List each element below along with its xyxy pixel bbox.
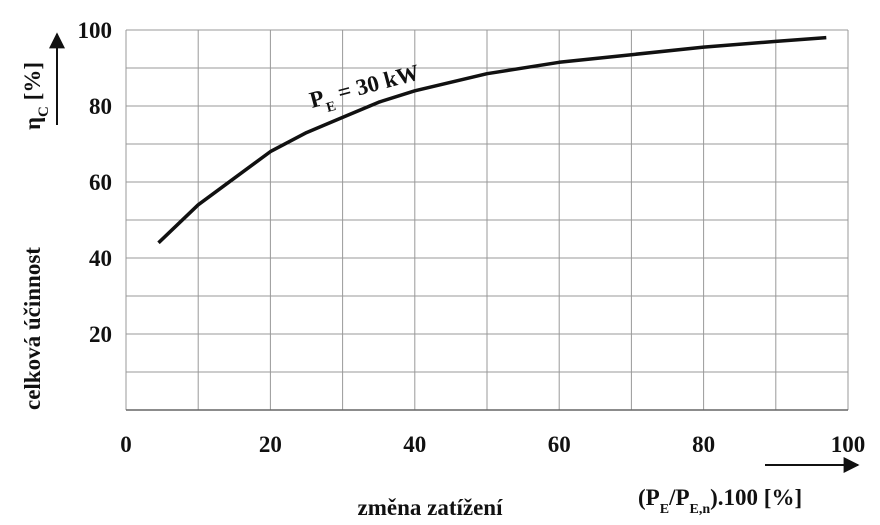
text-part: = 30 kW	[329, 60, 422, 107]
y-axis-label: celková účinnost	[20, 247, 45, 410]
text-part: ).100 [%]	[710, 485, 802, 510]
subscript: E,n	[690, 502, 711, 517]
x-tick-label: 100	[831, 432, 866, 457]
x-axis-label: změna zatížení	[358, 495, 504, 520]
x-tick-label: 40	[403, 432, 426, 457]
text-part: η	[20, 117, 45, 130]
text-part: (P	[638, 485, 660, 510]
text-part: P	[307, 85, 327, 113]
x-tick-label: 80	[692, 432, 715, 457]
y-tick-label: 60	[89, 170, 112, 195]
x-tick-label: 60	[548, 432, 571, 457]
text-part: [%]	[20, 62, 45, 106]
x-tick-label: 0	[120, 432, 132, 457]
y-tick-label: 40	[89, 246, 112, 271]
x-axis-unit: (PE/PE,n).100 [%]	[638, 485, 802, 517]
y-tick-label: 80	[89, 94, 112, 119]
x-tick-label: 20	[259, 432, 282, 457]
y-axis-symbol: ηC [%]	[20, 62, 52, 130]
y-tick-label: 20	[89, 322, 112, 347]
subscript: E	[660, 502, 669, 517]
subscript: E	[325, 99, 338, 116]
y-tick-label: 100	[78, 18, 113, 43]
curve	[157, 35, 827, 245]
subscript: C	[36, 106, 52, 117]
text-part: /P	[668, 485, 689, 510]
